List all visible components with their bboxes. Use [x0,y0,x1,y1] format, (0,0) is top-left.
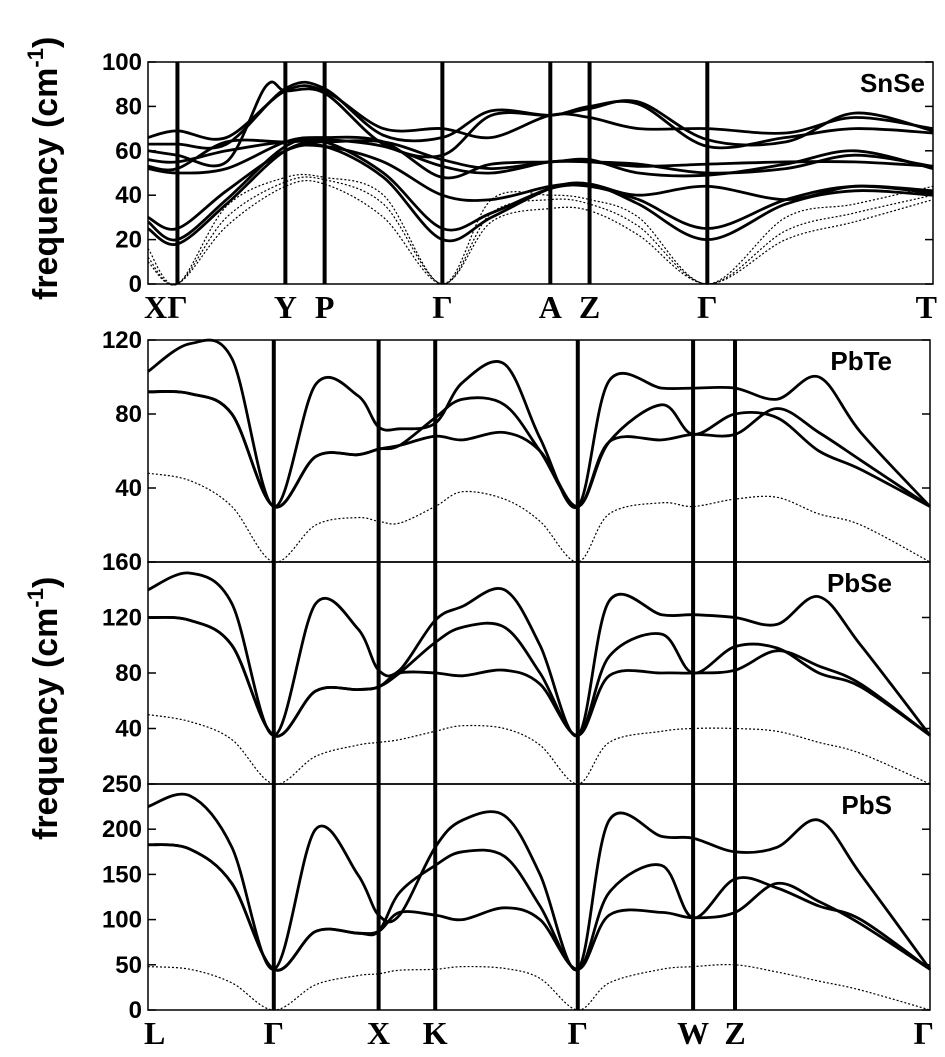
y-tick-label: 100 [102,49,142,76]
phonon-branch [147,180,934,286]
phonon-branch [147,615,931,738]
y-tick-label: 80 [115,660,142,687]
phonon-branch [147,963,931,1011]
phonon-branch [147,139,934,175]
phonon-branch [147,615,931,738]
phonon-branch [147,80,934,168]
y-tick-label: 40 [115,716,142,743]
high-symmetry-label: Z [579,289,600,325]
phonon-branch [147,792,932,972]
high-symmetry-label: X [367,1015,390,1051]
panel-pbte: 40 80 120 PbTe [102,327,932,563]
y-tick-label: 250 [102,771,142,798]
phonon-branch [147,571,932,737]
phonon-branch [147,843,931,972]
material-label: PbTe [830,346,892,376]
material-label: PbS [841,790,892,820]
y-tick-label: 120 [102,327,142,354]
phonon-branch [147,84,934,141]
y-tick-label: 100 [102,907,142,934]
phonon-branch [147,176,934,286]
phonon-branch [147,141,934,247]
high-symmetry-label: L [144,1015,165,1051]
y-axis-label-top: frequency (cm-1) [23,37,65,300]
material-label: SnSe [860,68,925,98]
phonon-branch [147,135,934,180]
high-symmetry-label: T [916,289,937,325]
high-symmetry-label: X [144,289,167,325]
high-symmetry-label: Γ [568,1015,588,1051]
y-tick-label: 40 [115,475,142,502]
y-tick-label: 160 [102,549,142,576]
phonon-branch [147,472,931,563]
high-symmetry-label: K [423,1015,448,1051]
y-tick-label: 200 [102,816,142,843]
high-symmetry-label: W [677,1015,709,1051]
y-tick-label: 0 [129,997,142,1024]
panel-pbs: 0 50 100 150 200 250 PbS L Γ X K Γ W Z Γ [102,771,934,1051]
panel-frame [147,783,931,1011]
y-tick-label: 60 [115,138,142,165]
high-symmetry-label: Y [274,289,297,325]
phonon-branch [147,843,931,972]
y-tick-label: 0 [129,271,142,298]
high-symmetry-label: Γ [264,1015,284,1051]
high-symmetry-label: Γ [432,289,452,325]
high-symmetry-label: P [315,289,335,325]
panel-frame [147,61,934,285]
y-tick-label: 50 [115,952,142,979]
material-label: PbSe [827,568,892,598]
high-symmetry-label: Γ [914,1015,934,1051]
y-tick-label: 80 [115,401,142,428]
y-axis-label-bottom: frequency (cm-1) [23,577,65,840]
phonon-branch [147,338,932,509]
high-symmetry-label: Γ [697,289,717,325]
phonon-branch [147,390,931,509]
phonon-branch [147,173,934,286]
phonon-branch [147,143,934,231]
y-tick-label: 150 [102,861,142,888]
y-tick-label: 80 [115,93,142,120]
y-tick-label: 120 [102,605,142,632]
y-tick-label: 40 [115,182,142,209]
high-symmetry-label: Z [724,1015,745,1051]
y-tick-label: 20 [115,227,142,254]
high-symmetry-label: A [539,289,562,325]
high-symmetry-label: Γ [167,289,187,325]
panel-pbse: 40 80 120 160 PbSe [102,549,932,785]
phonon-branch [147,138,934,175]
